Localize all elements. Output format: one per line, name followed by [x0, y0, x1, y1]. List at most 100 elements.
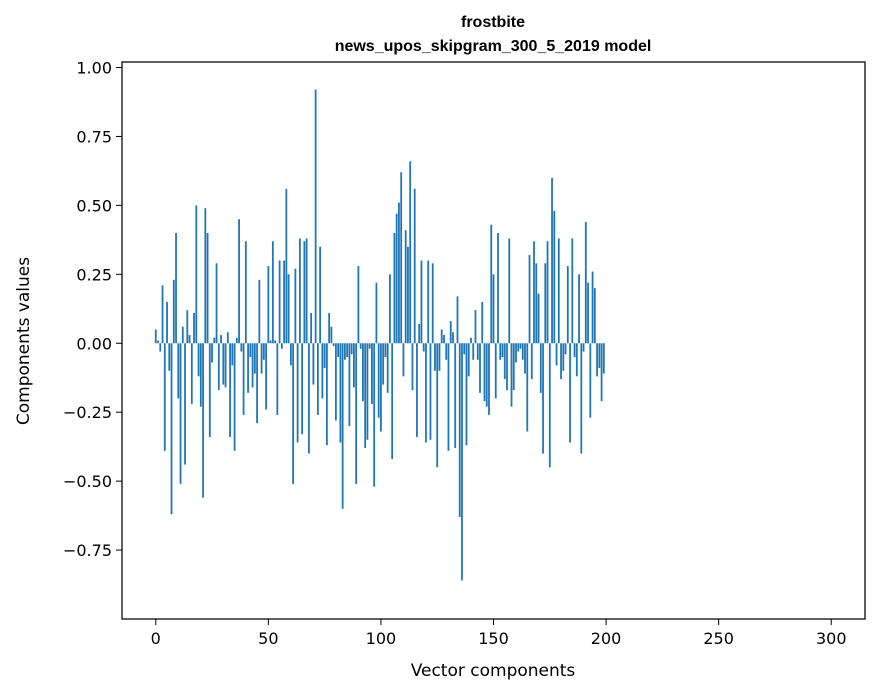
bar-69 — [310, 312, 313, 344]
bar-170 — [537, 293, 540, 344]
bar-100 — [380, 343, 382, 432]
bars-group — [154, 89, 605, 581]
bar-82 — [339, 343, 342, 443]
bar-134 — [456, 296, 459, 344]
bar-109 — [400, 172, 403, 344]
x-tick-label: 150 — [478, 629, 509, 648]
bar-151 — [494, 343, 497, 399]
bar-51 — [269, 340, 272, 344]
bar-113 — [409, 161, 412, 344]
bar-81 — [337, 343, 340, 358]
x-tick-label: 50 — [258, 629, 278, 648]
bar-118 — [420, 260, 423, 344]
bar-133 — [454, 343, 457, 449]
y-tick-label: −0.75 — [63, 541, 112, 560]
bar-166 — [528, 255, 531, 344]
y-tick-label: 0.00 — [76, 334, 112, 353]
bar-197 — [598, 343, 601, 369]
bar-0 — [154, 329, 157, 344]
bar-156 — [506, 343, 508, 391]
bar-99 — [377, 343, 380, 418]
bar-167 — [530, 343, 533, 380]
bar-135 — [458, 343, 461, 517]
x-tick-label: 0 — [151, 629, 161, 648]
bar-177 — [553, 210, 556, 344]
bar-98 — [375, 282, 378, 344]
bar-92 — [362, 343, 364, 402]
bar-184 — [569, 343, 571, 443]
bar-186 — [573, 343, 576, 358]
bar-143 — [476, 343, 479, 360]
bar-39 — [242, 343, 245, 415]
bar-11 — [179, 343, 182, 484]
bar-45 — [256, 343, 258, 424]
bar-83 — [341, 343, 344, 509]
bar-91 — [359, 343, 362, 349]
bar-65 — [301, 343, 304, 435]
bar-74 — [321, 343, 324, 399]
chart-subtitle: news_upos_skipgram_300_5_2019 model — [335, 38, 652, 55]
bar-188 — [578, 274, 580, 344]
bar-194 — [591, 271, 594, 344]
bar-46 — [258, 279, 261, 344]
bar-64 — [298, 238, 301, 344]
bar-72 — [316, 343, 319, 415]
bar-116 — [416, 343, 418, 438]
bar-52 — [271, 241, 274, 344]
bar-30 — [222, 343, 225, 385]
bar-171 — [539, 343, 542, 393]
bar-176 — [551, 177, 553, 344]
bar-168 — [533, 241, 535, 344]
bar-114 — [411, 343, 414, 391]
bar-26 — [213, 337, 216, 344]
x-tick-label: 300 — [816, 629, 847, 648]
bar-28 — [217, 343, 220, 391]
bar-58 — [285, 188, 288, 344]
bar-73 — [319, 246, 322, 344]
bar-85 — [346, 343, 349, 358]
bar-9 — [175, 232, 177, 344]
bar-121 — [427, 260, 430, 344]
bar-164 — [524, 343, 526, 374]
bar-54 — [276, 343, 279, 415]
bar-123 — [431, 263, 434, 344]
bar-48 — [262, 343, 265, 360]
bar-147 — [485, 343, 488, 407]
y-tick-label: 0.25 — [76, 265, 112, 284]
bar-126 — [438, 343, 441, 371]
bar-111 — [404, 230, 407, 344]
bar-63 — [296, 343, 299, 443]
bar-34 — [231, 343, 234, 366]
bar-193 — [589, 343, 592, 418]
bar-77 — [328, 312, 331, 344]
bar-138 — [465, 343, 468, 446]
bar-42 — [249, 343, 252, 358]
bar-132 — [452, 332, 454, 344]
bar-158 — [510, 343, 513, 407]
bar-102 — [384, 343, 387, 358]
bar-165 — [526, 343, 529, 432]
bar-49 — [265, 343, 267, 410]
bar-93 — [364, 343, 367, 449]
bar-22 — [204, 208, 207, 344]
bar-144 — [479, 343, 481, 393]
bar-183 — [566, 266, 569, 344]
bar-44 — [253, 343, 256, 374]
bar-55 — [278, 260, 281, 344]
bar-195 — [593, 288, 596, 344]
bar-68 — [307, 343, 310, 454]
bar-12 — [181, 326, 184, 344]
y-tick-label: −0.25 — [63, 403, 112, 422]
bar-107 — [395, 213, 398, 344]
bar-75 — [323, 343, 326, 369]
bar-160 — [515, 343, 517, 363]
bar-47 — [260, 343, 263, 374]
y-axis-ticks: −0.75 −0.50 −0.25 0.00 0.25 0.50 0.75 1.00 — [63, 59, 122, 560]
bar-182 — [564, 343, 567, 355]
bar-140 — [470, 337, 472, 344]
bar-21 — [202, 343, 204, 498]
bar-41 — [247, 343, 249, 393]
bar-163 — [521, 343, 524, 360]
bar-80 — [334, 343, 337, 421]
bar-159 — [512, 343, 515, 391]
